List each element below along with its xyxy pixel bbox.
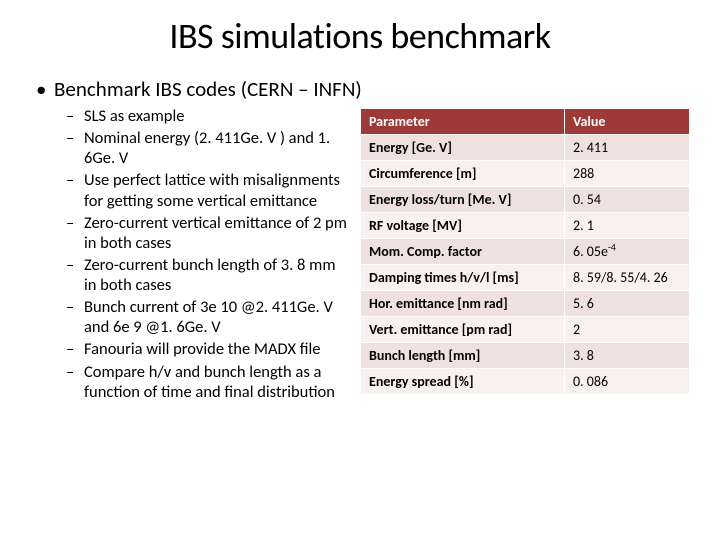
page-title: IBS simulations benchmark <box>30 14 690 58</box>
table-row: Hor. emittance [nm rad]5. 6 <box>361 291 690 317</box>
content-row: SLS as exampleNominal energy (2. 411Ge. … <box>30 106 690 404</box>
list-item: SLS as example <box>66 106 350 126</box>
table-cell-param: Vert. emittance [pm rad] <box>361 317 565 343</box>
table-cell-value: 5. 6 <box>564 291 689 317</box>
table-cell-value: 3. 8 <box>564 343 689 369</box>
table-row: Vert. emittance [pm rad]2 <box>361 317 690 343</box>
slide: IBS simulations benchmark •Benchmark IBS… <box>0 0 720 540</box>
main-bullet-text: Benchmark IBS codes (CERN – INFN) <box>54 76 362 102</box>
table-cell-param: Mom. Comp. factor <box>361 239 565 265</box>
table-cell-param: Energy spread [%] <box>361 369 565 395</box>
table-header-param: Parameter <box>361 109 565 135</box>
table-row: Mom. Comp. factor6. 05e-4 <box>361 239 690 265</box>
table-row: RF voltage [MV]2. 1 <box>361 213 690 239</box>
sub-bullet-list: SLS as exampleNominal energy (2. 411Ge. … <box>30 106 350 404</box>
list-item: Fanouria will provide the MADX file <box>66 339 350 359</box>
table-header-row: Parameter Value <box>361 109 690 135</box>
table-cell-param: Hor. emittance [nm rad] <box>361 291 565 317</box>
table-cell-param: Circumference [m] <box>361 161 565 187</box>
table-cell-value: 2. 411 <box>564 135 689 161</box>
superscript: -4 <box>608 241 616 253</box>
table-header-value: Value <box>564 109 689 135</box>
parameter-table: Parameter Value Energy [Ge. V]2. 411Circ… <box>360 108 690 395</box>
list-item: Zero-current bunch length of 3. 8 mm in … <box>66 255 350 295</box>
table-cell-param: Energy [Ge. V] <box>361 135 565 161</box>
table-cell-value: 2. 1 <box>564 213 689 239</box>
list-item: Use perfect lattice with misalignments f… <box>66 170 350 210</box>
table-row: Energy spread [%]0. 086 <box>361 369 690 395</box>
table-cell-value: 288 <box>564 161 689 187</box>
table-cell-value: 0. 086 <box>564 369 689 395</box>
table-cell-value: 2 <box>564 317 689 343</box>
list-item: Bunch current of 3e 10 @2. 411Ge. V and … <box>66 297 350 337</box>
table-row: Circumference [m]288 <box>361 161 690 187</box>
table-cell-param: RF voltage [MV] <box>361 213 565 239</box>
list-item: Zero-current vertical emittance of 2 pm … <box>66 213 350 253</box>
parameter-table-wrap: Parameter Value Energy [Ge. V]2. 411Circ… <box>360 108 690 395</box>
list-item: Compare h/v and bunch length as a functi… <box>66 362 350 402</box>
table-row: Energy loss/turn [Me. V]0. 54 <box>361 187 690 213</box>
table-cell-value: 8. 59/8. 55/4. 26 <box>564 265 689 291</box>
table-row: Bunch length [mm]3. 8 <box>361 343 690 369</box>
table-cell-value: 0. 54 <box>564 187 689 213</box>
table-cell-param: Damping times h/v/l [ms] <box>361 265 565 291</box>
table-row: Energy [Ge. V]2. 411 <box>361 135 690 161</box>
table-row: Damping times h/v/l [ms]8. 59/8. 55/4. 2… <box>361 265 690 291</box>
list-item: Nominal energy (2. 411Ge. V ) and 1. 6Ge… <box>66 128 350 168</box>
main-bullet: •Benchmark IBS codes (CERN – INFN) <box>36 76 690 102</box>
table-cell-param: Bunch length [mm] <box>361 343 565 369</box>
table-cell-param: Energy loss/turn [Me. V] <box>361 187 565 213</box>
bullet-dot: • <box>36 76 54 102</box>
table-cell-value: 6. 05e-4 <box>564 239 689 265</box>
